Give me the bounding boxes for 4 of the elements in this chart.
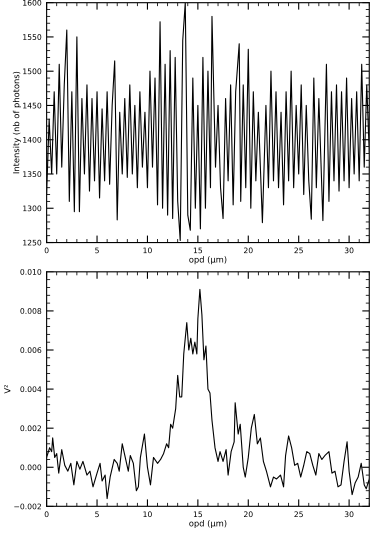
x-axis-title: opd (μm) xyxy=(189,520,226,528)
y-axis-title: V² xyxy=(4,385,10,394)
x-axis-title: opd (μm) xyxy=(189,256,226,264)
y-axis-title: Intensity (nb of photons) xyxy=(12,72,21,174)
